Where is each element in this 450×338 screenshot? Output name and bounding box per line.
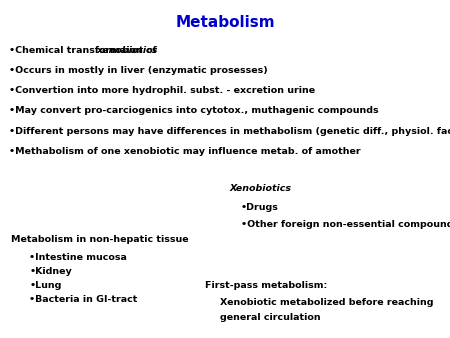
Text: •Lung: •Lung — [29, 281, 62, 290]
Text: Metabolism: Metabolism — [175, 15, 275, 30]
Text: •Drugs: •Drugs — [241, 203, 279, 212]
Text: •Other foreign non-essential compounds: •Other foreign non-essential compounds — [241, 220, 450, 230]
Text: •Occurs in mostly in liver (enzymatic prosesses): •Occurs in mostly in liver (enzymatic pr… — [9, 66, 268, 75]
Text: general circulation: general circulation — [220, 313, 321, 322]
Text: •Kidney: •Kidney — [29, 267, 72, 276]
Text: First-pass metabolism:: First-pass metabolism: — [205, 281, 327, 290]
Text: •Different persons may have differences in methabolism (genetic diff., physiol. : •Different persons may have differences … — [9, 127, 450, 136]
Text: Xenobiotic metabolized before reaching: Xenobiotic metabolized before reaching — [220, 298, 434, 307]
Text: •Bacteria in GI-tract: •Bacteria in GI-tract — [29, 295, 138, 305]
Text: Metabolism in non-hepatic tissue: Metabolism in non-hepatic tissue — [11, 235, 189, 244]
Text: •Intestine mucosa: •Intestine mucosa — [29, 253, 127, 262]
Text: xenobiotics: xenobiotics — [96, 46, 158, 55]
Text: Xenobiotics: Xenobiotics — [230, 184, 292, 193]
Text: •Methabolism of one xenobiotic may influence metab. of amother: •Methabolism of one xenobiotic may influ… — [9, 147, 360, 156]
Text: •Chemical transformaion of: •Chemical transformaion of — [9, 46, 160, 55]
Text: •May convert pro-carciogenics into cytotox., muthagenic compounds: •May convert pro-carciogenics into cytot… — [9, 106, 378, 116]
Text: •Convertion into more hydrophil. subst. - excretion urine: •Convertion into more hydrophil. subst. … — [9, 86, 315, 95]
